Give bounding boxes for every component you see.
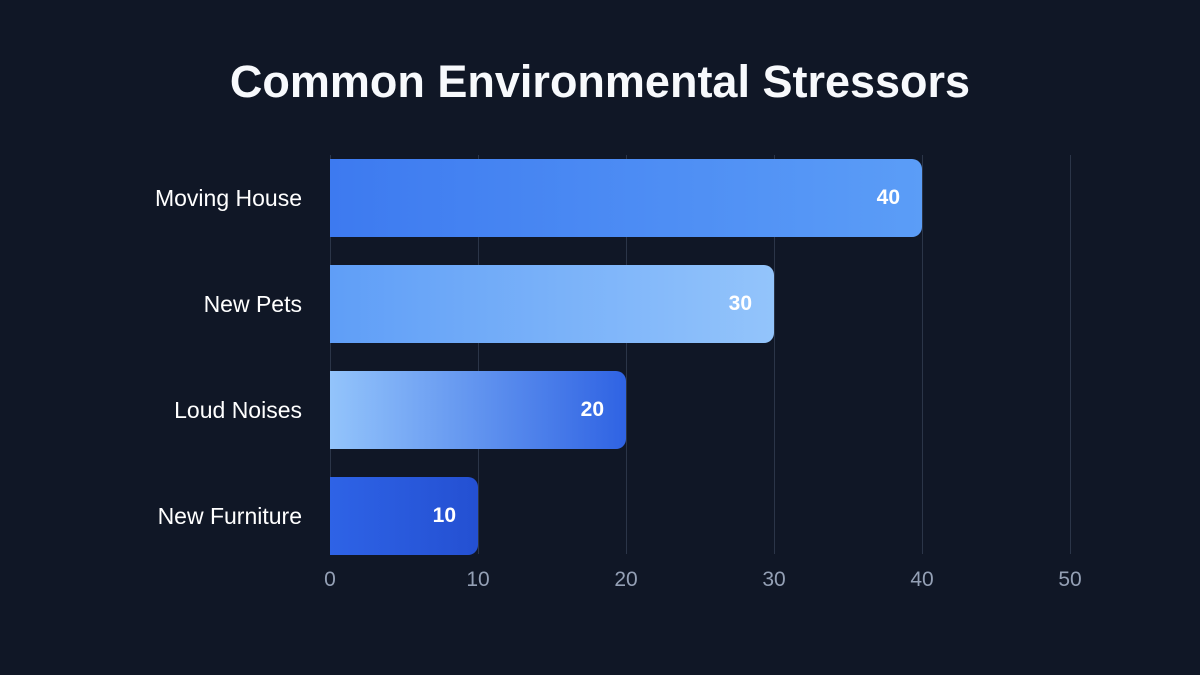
x-tick-label: 30 bbox=[762, 568, 786, 591]
category-label: Loud Noises bbox=[174, 396, 302, 423]
chart-title: Common Environmental Stressors bbox=[229, 56, 971, 107]
bar-row: Loud Noises 20 bbox=[0, 371, 1200, 449]
category-label: Moving House bbox=[154, 184, 302, 211]
bar-row: New Pets 30 bbox=[0, 265, 1200, 343]
gridline bbox=[478, 155, 479, 554]
bar-value-label: 30 bbox=[728, 292, 752, 315]
gridline bbox=[626, 155, 627, 554]
gridline bbox=[922, 155, 923, 554]
bar-value-label: 40 bbox=[876, 186, 900, 209]
bar-row: Moving House 40 bbox=[0, 159, 1200, 237]
bar: 10 bbox=[330, 477, 478, 555]
x-tick-label: 20 bbox=[614, 568, 638, 591]
bar-value-label: 10 bbox=[432, 504, 456, 527]
category-label: New Pets bbox=[203, 290, 302, 317]
x-tick-label: 50 bbox=[1058, 568, 1082, 591]
bar-row: New Furniture 10 bbox=[0, 477, 1200, 555]
bar: 40 bbox=[330, 159, 922, 237]
category-label: New Furniture bbox=[157, 502, 302, 529]
x-tick-label: 10 bbox=[466, 568, 490, 591]
gridline bbox=[330, 155, 331, 554]
bar: 30 bbox=[330, 265, 774, 343]
gridline bbox=[774, 155, 775, 554]
x-tick-label: 40 bbox=[910, 568, 934, 591]
x-tick-label: 0 bbox=[324, 568, 336, 591]
gridline bbox=[1070, 155, 1071, 554]
bar-value-label: 20 bbox=[580, 398, 604, 421]
bar: 20 bbox=[330, 371, 626, 449]
